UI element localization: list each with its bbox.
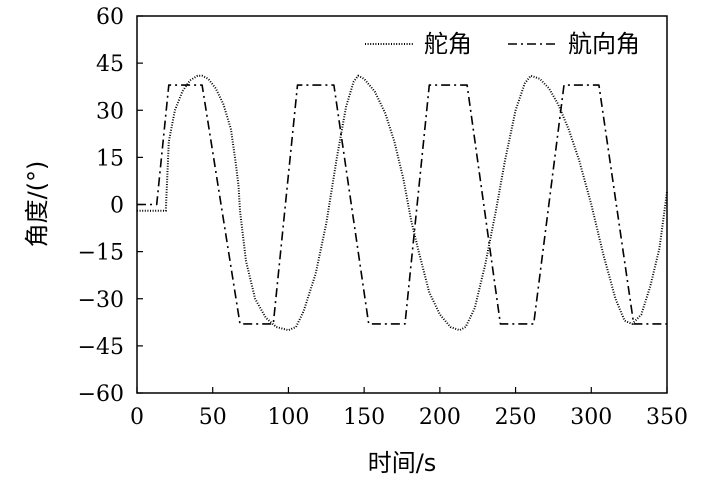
legend-label-rudder: 舵角 bbox=[424, 30, 472, 58]
y-axis-title: 角度/(°) bbox=[23, 161, 51, 248]
plot-frame bbox=[136, 15, 668, 394]
axis-ticks bbox=[136, 15, 668, 394]
x-tick-label: 0 bbox=[130, 405, 144, 430]
legend: 舵角 航向角 bbox=[365, 30, 640, 58]
x-tick-label: 100 bbox=[267, 405, 309, 430]
y-tick-label: 30 bbox=[96, 99, 124, 124]
y-tick-label: −60 bbox=[78, 382, 124, 407]
y-tick-label: −15 bbox=[78, 241, 124, 266]
y-tick-label: 15 bbox=[96, 146, 124, 171]
y-tick-label: −30 bbox=[78, 288, 124, 313]
legend-label-heading: 航向角 bbox=[568, 30, 640, 58]
y-tick-label: 45 bbox=[96, 52, 124, 77]
y-tick-label: −45 bbox=[78, 335, 124, 360]
y-tick-label: 60 bbox=[96, 5, 124, 30]
y-tick-label: 0 bbox=[110, 194, 124, 219]
tick-labels: 0 50 100 150 200 250 300 350604530150−15−30−45−… bbox=[78, 5, 688, 430]
x-tick-label: 300 bbox=[570, 405, 612, 430]
x-tick-label: 250 bbox=[495, 405, 537, 430]
series-lines bbox=[137, 74, 668, 332]
series-line-heading bbox=[137, 84, 667, 325]
x-tick-label: 200 bbox=[419, 405, 461, 430]
x-tick-label: 350 bbox=[646, 405, 688, 430]
x-tick-label: 150 bbox=[343, 405, 385, 430]
x-tick-label: 50 bbox=[199, 405, 227, 430]
series-line-rudder bbox=[137, 74, 668, 332]
x-axis-title: 时间/s bbox=[368, 449, 437, 477]
